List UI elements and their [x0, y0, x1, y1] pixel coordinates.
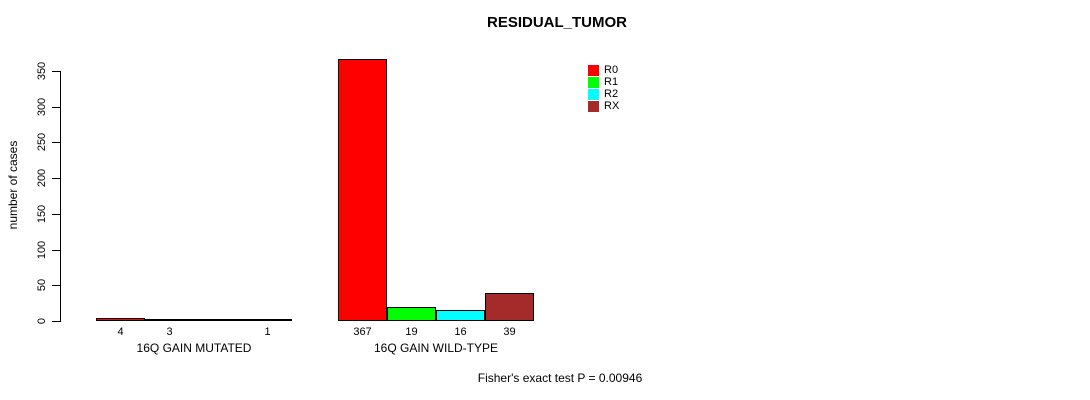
- legend-label-r0: R0: [604, 64, 619, 76]
- fisher-test-pvalue-text: Fisher's exact test P = 0.00946: [477, 371, 643, 385]
- y-tick-label: 0: [36, 317, 48, 325]
- y-tick: [52, 285, 60, 286]
- y-tick-label: 350: [36, 61, 48, 81]
- y-tick-label: 250: [36, 132, 48, 152]
- bar-rx-group2: [485, 293, 534, 321]
- bar-value-label: 16: [454, 326, 467, 338]
- legend-label-r2: R2: [604, 88, 619, 100]
- y-tick: [52, 107, 60, 108]
- bar-value-label: 39: [503, 326, 516, 338]
- x-axis-category-label-wildtype: 16Q GAIN WILD-TYPE: [373, 341, 499, 355]
- legend-swatch-r0: [588, 65, 599, 76]
- bar-r2-group1: [194, 319, 243, 321]
- bar-r0-group1: [96, 318, 145, 321]
- y-tick: [52, 178, 60, 179]
- bar-r1-group1: [145, 319, 194, 321]
- bar-value-label: 3: [166, 326, 173, 338]
- x-axis-category-label-mutated: 16Q GAIN MUTATED: [136, 341, 252, 355]
- y-tick: [52, 214, 60, 215]
- bar-value-label: 19: [405, 326, 418, 338]
- y-tick-label: 100: [36, 240, 48, 260]
- bar-value-label: 1: [264, 326, 271, 338]
- bar-r0-group2: [338, 59, 387, 321]
- y-tick-label: 50: [36, 278, 48, 292]
- y-axis-label: number of cases: [6, 140, 20, 230]
- y-axis-line: [60, 71, 61, 322]
- legend-swatch-r2: [588, 89, 599, 100]
- y-tick: [52, 321, 60, 322]
- y-tick: [52, 250, 60, 251]
- legend-label-rx: RX: [604, 100, 620, 112]
- legend-swatch-rx: [588, 101, 599, 112]
- y-tick: [52, 142, 60, 143]
- y-tick-label: 150: [36, 204, 48, 224]
- y-tick-label: 300: [36, 97, 48, 117]
- bar-rx-group1: [243, 319, 292, 321]
- legend-label-r1: R1: [604, 76, 619, 88]
- legend-swatch-r1: [588, 77, 599, 88]
- bar-value-label: 4: [117, 326, 124, 338]
- y-tick-label: 200: [36, 168, 48, 188]
- bar-value-label: 367: [353, 326, 372, 338]
- y-tick: [52, 71, 60, 72]
- chart-title: RESIDUAL_TUMOR: [486, 14, 628, 31]
- bar-r2-group2: [436, 310, 485, 321]
- bar-r1-group2: [387, 307, 436, 321]
